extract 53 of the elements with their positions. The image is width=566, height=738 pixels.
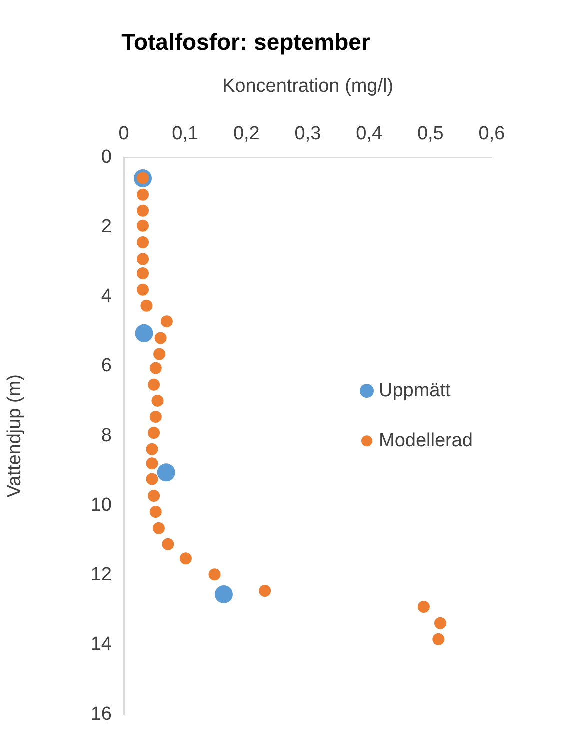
- point: [137, 220, 150, 232]
- y-axis-title: Vattendjup (m): [4, 374, 26, 498]
- point: [150, 362, 162, 374]
- point: [150, 410, 162, 423]
- y-tick-label: 12: [90, 564, 112, 586]
- y-tick-label: 0: [101, 146, 112, 168]
- point: [137, 268, 150, 280]
- point: [152, 522, 165, 534]
- point: [418, 601, 430, 614]
- point: [148, 378, 160, 391]
- point: [146, 458, 158, 470]
- point: [434, 617, 446, 630]
- point: [140, 300, 153, 312]
- legend-label: Modellerad: [379, 430, 473, 452]
- point: [137, 284, 150, 296]
- point: [148, 490, 160, 502]
- x-tick-label: 0,1: [172, 123, 199, 144]
- point: [150, 506, 162, 518]
- point: [137, 204, 150, 217]
- point: [157, 464, 176, 482]
- x-tick-label: 0,4: [356, 123, 383, 144]
- point: [146, 473, 158, 486]
- point: [432, 633, 445, 646]
- x-tick-label: 0: [118, 123, 130, 144]
- point: [146, 443, 158, 456]
- y-tick-label: 14: [90, 634, 112, 656]
- y-tick-label: 4: [101, 286, 112, 308]
- point: [154, 332, 167, 344]
- point: [135, 324, 154, 342]
- x-tick-label: 0,3: [294, 123, 322, 144]
- point: [160, 316, 173, 328]
- point: [137, 188, 150, 201]
- y-tick-label: 2: [101, 216, 112, 238]
- point: [152, 394, 164, 407]
- y-tick-label: 10: [90, 494, 112, 516]
- point: [208, 568, 221, 581]
- point: [137, 236, 150, 249]
- x-tick-label: 0,6: [478, 123, 506, 144]
- x-tick-label: 0,5: [417, 123, 444, 144]
- y-tick-label: 16: [90, 704, 112, 725]
- x-axis-title: Koncentration (mg/l): [222, 76, 394, 98]
- y-tick-label: 6: [101, 356, 112, 377]
- x-tick-label: 0,2: [233, 123, 260, 144]
- legend-label: Uppmätt: [379, 380, 452, 402]
- point: [214, 585, 233, 604]
- point: [154, 348, 166, 360]
- point: [162, 538, 174, 550]
- y-tick-label: 8: [101, 425, 112, 446]
- point: [137, 253, 150, 266]
- point: [148, 426, 160, 439]
- chart-title: Totalfosfor: september: [122, 29, 370, 56]
- point: [180, 552, 192, 565]
- point: [259, 585, 272, 598]
